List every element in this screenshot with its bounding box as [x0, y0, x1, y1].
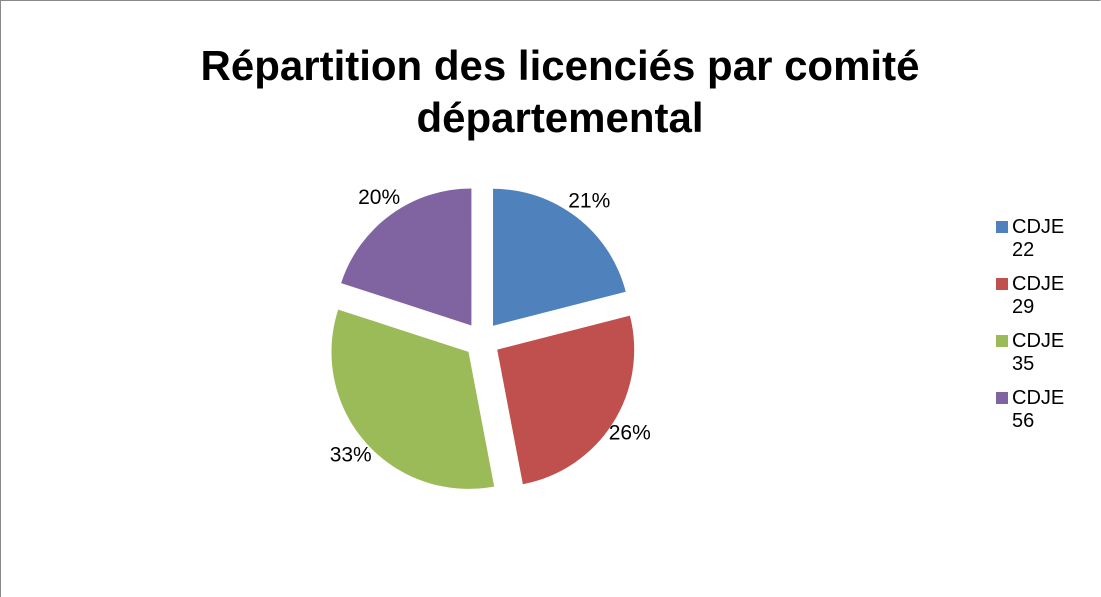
data-label: 21% — [568, 189, 610, 212]
legend-entry: CDJE 56 — [996, 387, 1076, 433]
legend-label: CDJE 56 — [1012, 387, 1065, 432]
data-label: 33% — [330, 443, 372, 466]
legend-entry: CDJE 29 — [996, 273, 1076, 319]
legend-label: CDJE 29 — [1012, 273, 1065, 318]
legend-swatch — [996, 278, 1008, 290]
chart-title: Répartition des licenciés par comité dép… — [200, 42, 920, 141]
pie-slice — [341, 188, 472, 326]
pie-slice — [493, 188, 626, 326]
legend-swatch — [996, 221, 1008, 233]
pie-slice — [331, 309, 495, 489]
legend-entry: CDJE 35 — [996, 330, 1076, 376]
legend-entry: CDJE 22 — [996, 216, 1076, 262]
pie-slice — [497, 315, 635, 485]
data-label: 20% — [358, 186, 400, 209]
data-label: 26% — [609, 421, 651, 444]
legend-label: CDJE 35 — [1012, 330, 1065, 375]
legend-swatch — [996, 335, 1008, 347]
legend: CDJE 22 CDJE 29 CDJE 35 CDJE 56 — [996, 216, 1076, 444]
legend-swatch — [996, 392, 1008, 404]
legend-label: CDJE 22 — [1012, 216, 1065, 261]
